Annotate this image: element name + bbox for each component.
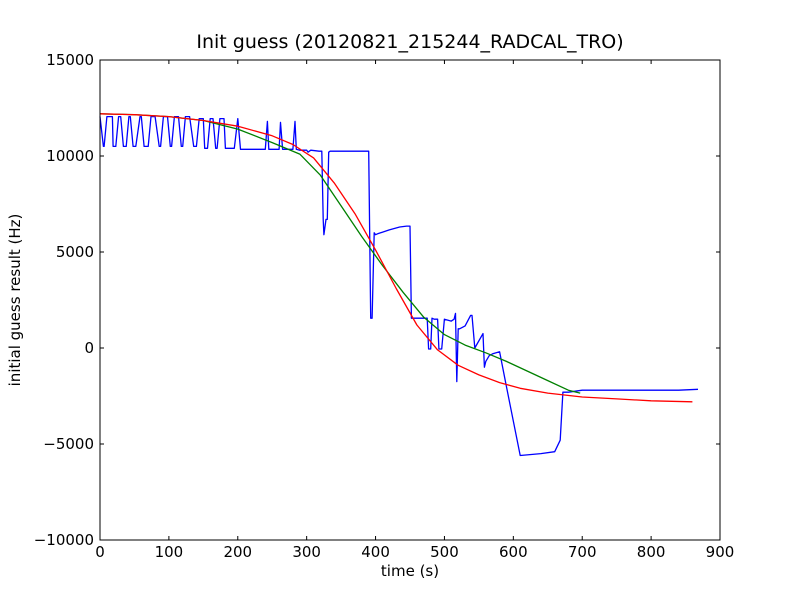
y-tick-label: −5000 [43,435,94,453]
y-tick-label: −10000 [34,531,94,549]
y-axis-label: initial guess result (Hz) [6,214,24,387]
x-axis-label: time (s) [381,562,439,580]
y-tick-label: 10000 [46,147,94,165]
x-tick-label: 200 [223,543,252,561]
plot-frame [99,59,721,541]
x-tick-label: 100 [155,543,184,561]
y-tick-label: 5000 [56,243,94,261]
x-tick-label: 0 [95,543,105,561]
plot-area [99,113,699,457]
x-tick-label: 700 [568,543,597,561]
series-line-1 [99,115,699,457]
ticks [99,59,721,541]
chart-title: Init guess (20120821_215244_RADCAL_TRO) [196,31,623,53]
x-tick-label: 600 [499,543,528,561]
tick-labels: 0 100 200 300 400 500 600 700 800 900 −10000 −5000 0… [34,51,735,561]
y-tick-label: 15000 [46,51,94,69]
x-tick-label: 800 [637,543,666,561]
x-tick-label: 300 [292,543,321,561]
series-line-2 [99,113,581,394]
x-tick-label: 500 [430,543,459,561]
y-tick-label: 0 [84,339,94,357]
x-tick-label: 400 [361,543,390,561]
series-line-3 [99,113,693,403]
x-tick-label: 900 [706,543,735,561]
